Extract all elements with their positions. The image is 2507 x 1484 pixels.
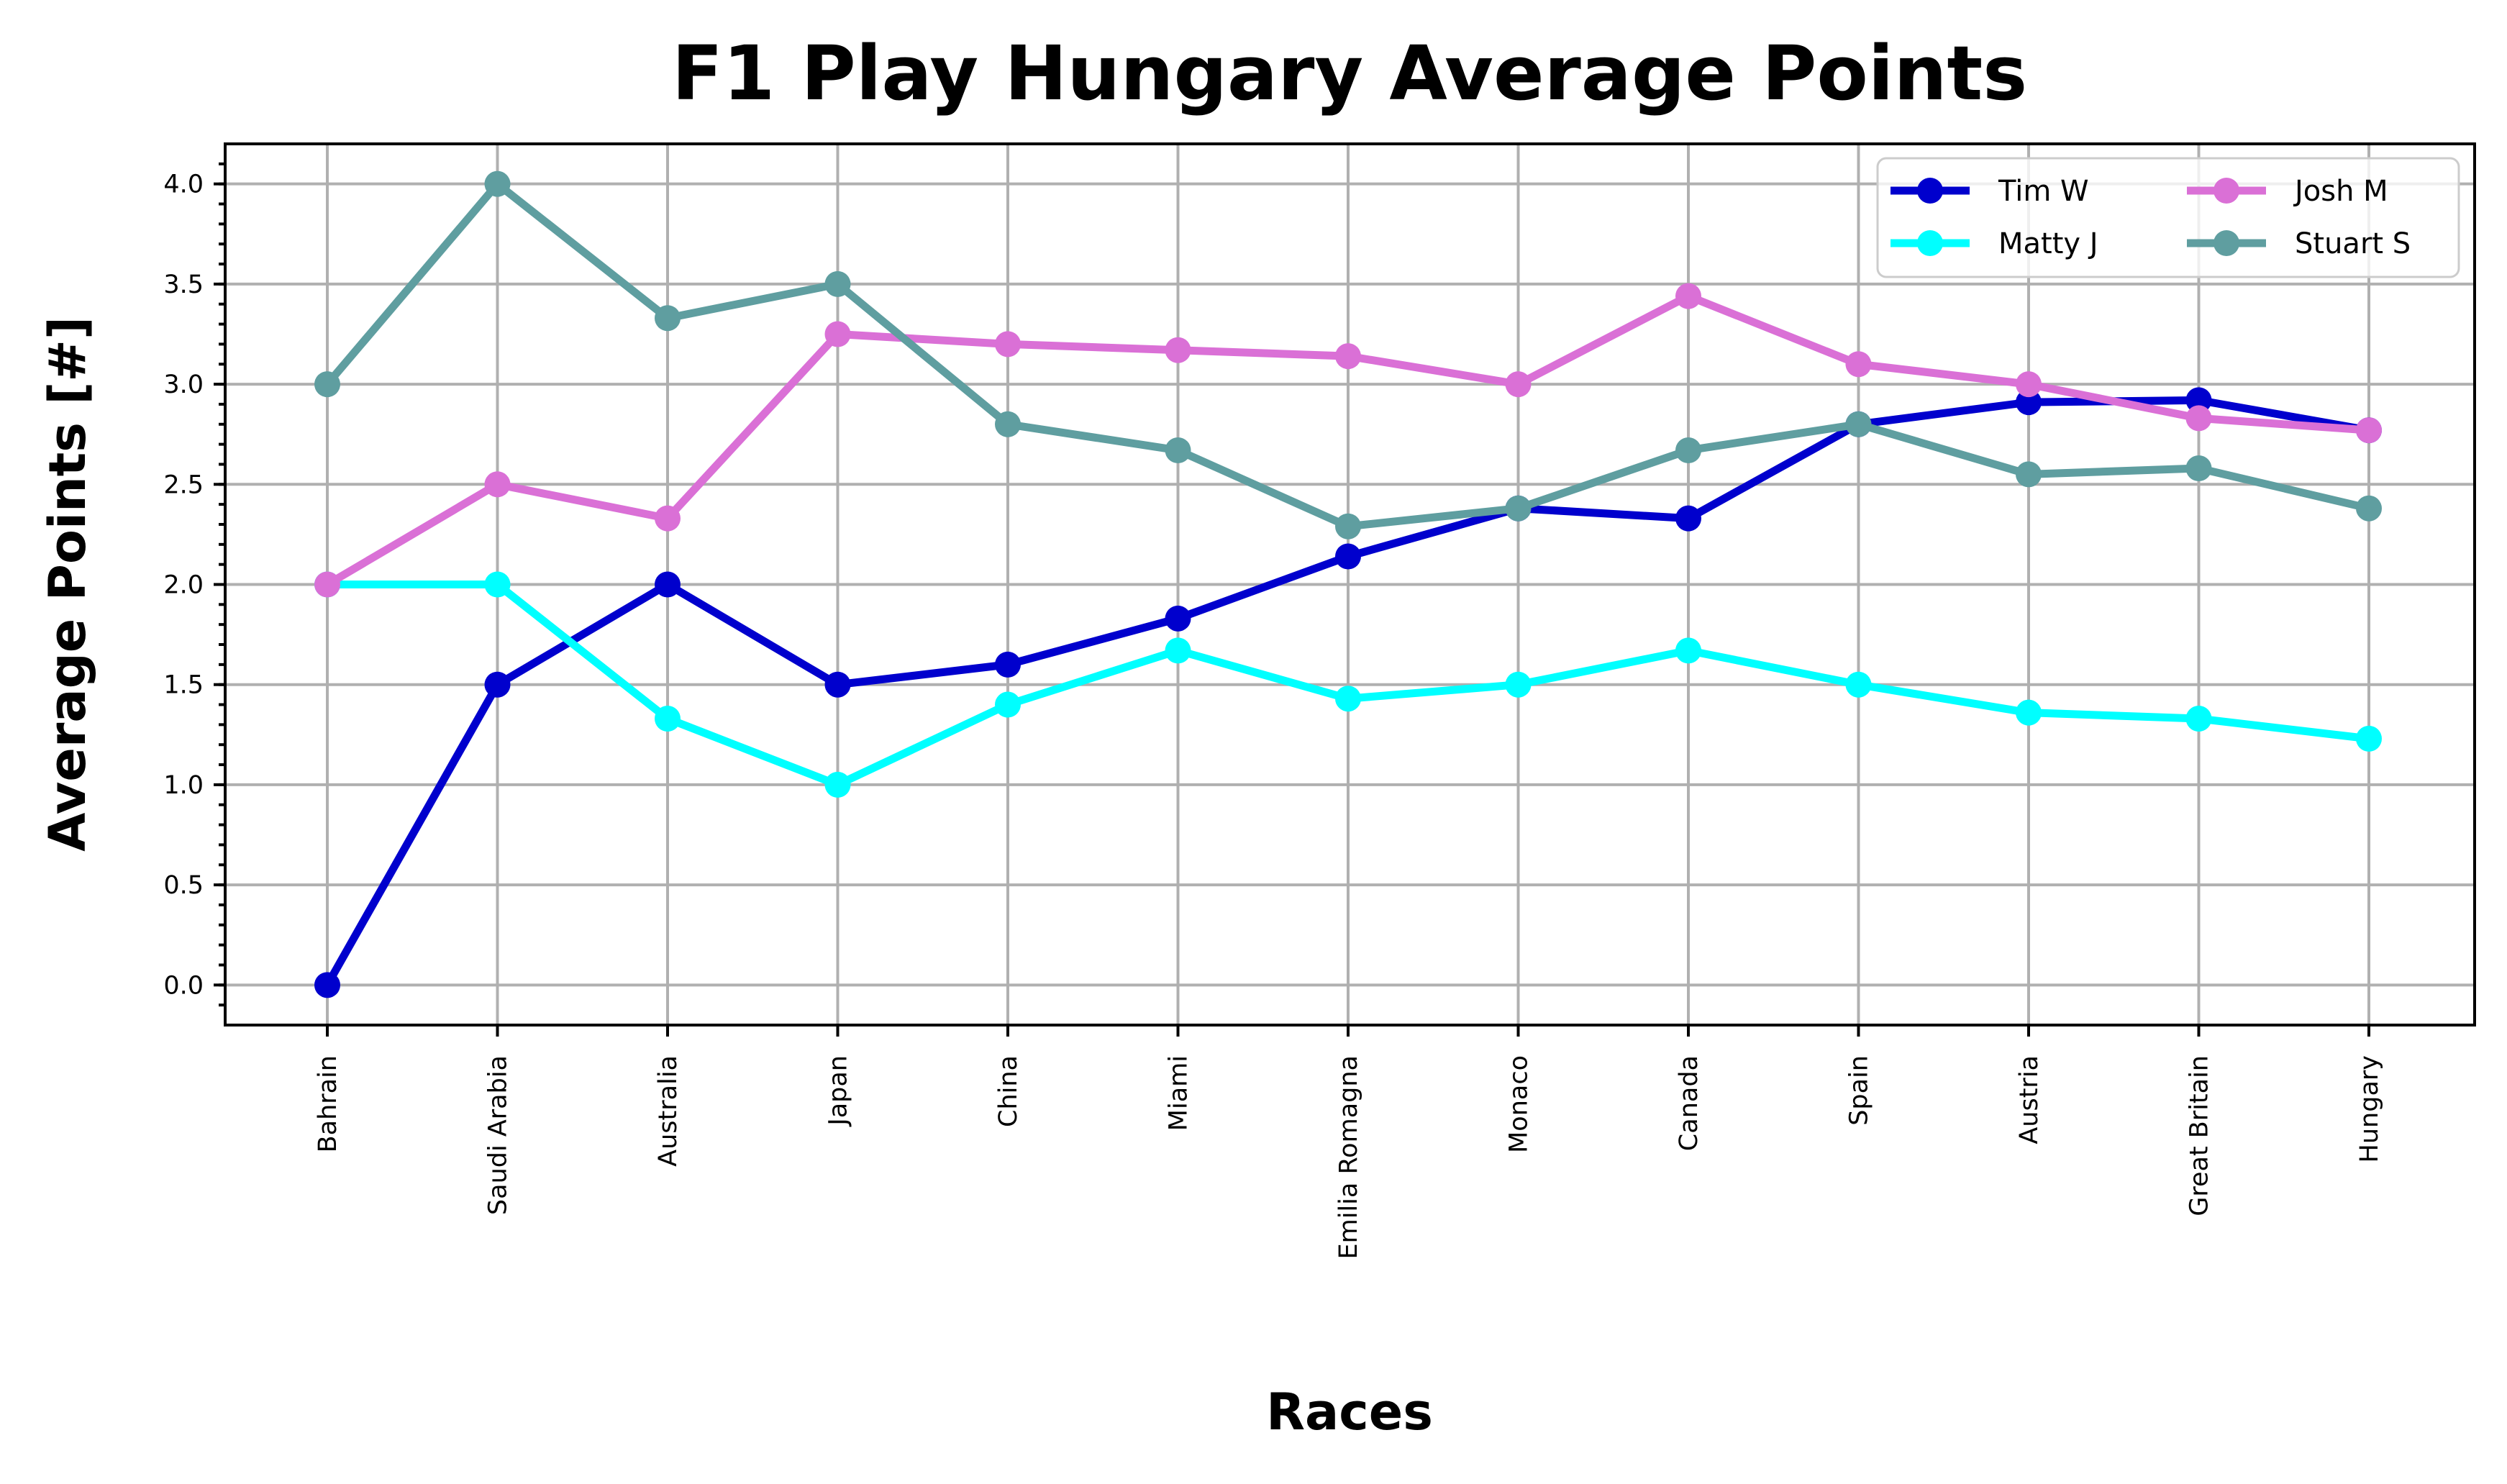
y-tick-label: 1.0 [163,771,204,800]
data-point [1845,351,1872,378]
legend-swatch-marker [1917,178,1943,204]
y-axis-label: Average Points [#] [38,317,97,852]
x-tick-label: Canada [1675,1055,1703,1151]
data-point [2356,725,2382,752]
x-tick-label: Miami [1165,1055,1193,1131]
data-point [484,471,511,498]
y-tick-label: 2.0 [163,571,204,600]
x-axis-label: Races [1266,1383,1433,1442]
legend: Tim W Matty J Josh M Stuart S [1876,157,2460,278]
data-point [824,671,851,698]
data-point [1845,671,1872,698]
axis-ticks: Bahrain Saudi Arabia Australia Japan China Mi… [163,162,2384,1260]
data-point [1165,637,1191,664]
data-point [2356,495,2382,522]
x-tick-label: Spain [1845,1055,1874,1126]
data-point [2185,706,2212,732]
y-tick-label: 0.5 [163,871,204,900]
data-point [1165,337,1191,363]
series-layer [314,170,2382,998]
data-point [1675,505,1701,532]
data-point [1505,495,1532,522]
x-tick-label: Austria [2015,1055,2044,1144]
x-tick-label: Japan [824,1055,853,1127]
x-tick-label: Hungary [2355,1055,2384,1162]
data-point [995,651,1021,678]
data-point [655,505,681,532]
data-point [655,305,681,332]
y-tick-label: 0.0 [163,971,204,1000]
data-point [824,270,851,297]
legend-label: Matty J [1998,227,2098,260]
legend-swatch-marker [2213,230,2239,256]
data-point [484,170,511,197]
data-point [2185,455,2212,482]
data-point [2016,461,2042,488]
data-point [1335,513,1361,540]
legend-label: Tim W [1998,175,2089,208]
x-tick-label: Saudi Arabia [484,1055,513,1215]
data-point [655,571,681,598]
data-point [995,331,1021,358]
x-tick-label: Monaco [1505,1055,1534,1153]
legend-swatch-marker [1917,230,1943,256]
data-point [1335,343,1361,370]
data-point [1505,671,1532,698]
data-point [1165,437,1191,463]
data-point [824,771,851,798]
data-point [1675,283,1701,309]
y-tick-label: 1.5 [163,671,204,700]
data-point [1505,371,1532,398]
legend-label: Stuart S [2295,227,2411,260]
data-point [655,706,681,732]
x-tick-label: Bahrain [314,1055,342,1152]
data-point [2016,389,2042,416]
data-point [1845,411,1872,437]
data-point [1335,686,1361,712]
data-point [1165,605,1191,632]
y-tick-label: 3.0 [163,370,204,399]
legend-frame [1876,157,2460,278]
y-tick-label: 2.5 [163,470,204,499]
legend-swatch-marker [2213,178,2239,204]
data-point [995,411,1021,437]
chart-title: F1 Play Hungary Average Points [672,29,2027,117]
data-point [2185,387,2212,414]
x-tick-label: Emilia Romagna [1334,1055,1363,1260]
data-point [824,321,851,347]
y-tick-label: 4.0 [163,170,204,199]
data-point [1335,543,1361,570]
x-tick-label: Australia [654,1055,683,1167]
x-tick-label: China [994,1055,1023,1127]
data-point [314,371,340,398]
data-point [2356,417,2382,444]
data-point [2016,371,2042,398]
data-point [2185,405,2212,432]
x-tick-label: Great Britain [2185,1055,2214,1216]
data-point [484,571,511,598]
data-point [1675,637,1701,664]
data-point [1675,437,1701,463]
legend-label: Josh M [2293,175,2388,208]
data-point [314,571,340,598]
data-point [2016,699,2042,726]
data-point [484,671,511,698]
data-point [995,691,1021,718]
data-point [314,972,340,998]
y-tick-label: 3.5 [163,270,204,299]
